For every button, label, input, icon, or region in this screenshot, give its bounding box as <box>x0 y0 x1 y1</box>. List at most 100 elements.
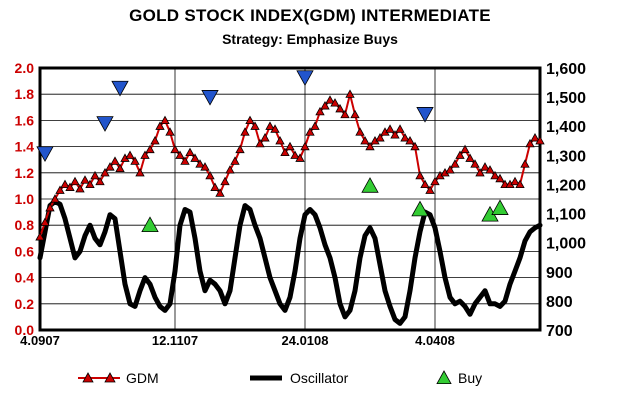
gdm-point <box>360 135 370 145</box>
gdm-point <box>250 121 260 130</box>
right-tick-label: 1,500 <box>546 90 586 107</box>
buy-marker <box>411 200 429 217</box>
gdm-point <box>65 182 75 191</box>
gdm-point <box>115 163 125 173</box>
gdm-point <box>125 150 135 159</box>
right-tick-label: 900 <box>546 265 573 282</box>
gdm-point <box>535 135 545 145</box>
gdm-point <box>515 179 525 189</box>
gdm-point <box>160 115 170 124</box>
series-layer <box>35 70 545 326</box>
sell-marker <box>416 107 434 123</box>
gdm-point <box>520 159 530 168</box>
gdm-point <box>235 144 245 154</box>
gdm-point <box>305 127 315 136</box>
left-tick-label: 1.6 <box>15 112 35 128</box>
left-tick-label: 0.4 <box>15 270 35 286</box>
sell-marker <box>111 80 129 97</box>
x-tick-label: 4.0408 <box>415 333 455 348</box>
gdm-point <box>50 194 60 203</box>
right-tick-label: 700 <box>546 323 573 340</box>
x-tick-label: 4.0907 <box>20 333 60 348</box>
gdm-point <box>165 127 175 136</box>
buy-marker <box>361 177 379 193</box>
left-tick-label: 2.0 <box>15 60 35 76</box>
left-tick-label: 0.2 <box>15 296 35 312</box>
sell-marker <box>96 116 114 132</box>
left-tick-label: 1.0 <box>15 191 35 207</box>
gdm-point <box>265 121 275 130</box>
gdm-point <box>85 179 95 189</box>
x-tick-label: 12.1107 <box>152 333 198 348</box>
gdm-point <box>315 106 325 116</box>
gdm-point <box>285 141 295 151</box>
gdm-point <box>205 170 215 180</box>
gdm-point <box>105 162 115 171</box>
left-tick-label: 1.2 <box>15 165 35 181</box>
gdm-point <box>385 124 395 133</box>
right-tick-label: 1,400 <box>546 119 586 136</box>
sell-marker <box>296 70 314 86</box>
gdm-point <box>325 95 335 104</box>
axis-layer: 0.0 0.2 0.4 0.6 0.8 1.0 1.2 1.4 1.6 1.8 2.0 700 800 9… <box>15 60 587 348</box>
right-tick-label: 1,000 <box>546 236 586 253</box>
gdm-point <box>375 133 385 142</box>
gdm-line <box>39 93 541 238</box>
gdm-point <box>225 165 235 174</box>
gdm-point <box>230 156 240 165</box>
gdm-point <box>345 89 355 98</box>
legend-layer: GDM Oscillator Buy <box>78 370 482 386</box>
gdm-point <box>400 133 410 142</box>
sell-marker <box>36 146 54 162</box>
gdm-point <box>170 144 180 154</box>
gdm-point <box>530 133 540 142</box>
gdm-point <box>390 130 400 139</box>
gdm-point <box>340 109 350 119</box>
gdm-point <box>475 167 485 177</box>
gdm-point <box>95 176 105 186</box>
gdm-point <box>290 150 300 159</box>
gdm-point <box>130 156 140 165</box>
gdm-point <box>480 162 490 171</box>
gdm-point <box>525 138 535 148</box>
gdm-point <box>405 135 415 145</box>
gdm-point <box>110 156 120 165</box>
gdm-point <box>135 167 145 177</box>
gdm-point <box>430 176 440 186</box>
gdm-point <box>460 144 470 154</box>
gdm-point <box>40 217 50 226</box>
legend-buy-label: Buy <box>458 370 482 386</box>
gdm-point <box>420 179 430 189</box>
gdm-point <box>395 124 405 133</box>
gdm-point <box>275 135 285 145</box>
left-tick-label: 1.4 <box>15 139 35 155</box>
gdm-point <box>70 176 80 186</box>
gdm-point <box>60 179 70 189</box>
gdm-point <box>80 175 90 184</box>
chart-title: GOLD STOCK INDEX(GDM) INTERMEDIATE <box>129 6 491 25</box>
sell-marker <box>201 90 219 106</box>
gdm-point <box>100 167 110 177</box>
gdm-point <box>190 153 200 162</box>
left-tick-label: 0.8 <box>15 217 35 233</box>
chart-subtitle: Strategy: Emphasize Buys <box>222 31 398 47</box>
gdm-point <box>490 170 500 180</box>
gdm-point <box>215 188 225 197</box>
right-tick-label: 1,100 <box>546 207 586 224</box>
left-tick-label: 0.0 <box>15 322 35 338</box>
gdm-point <box>90 170 100 180</box>
legend-gdm-marker <box>82 372 94 383</box>
gdm-point <box>180 156 190 165</box>
gdm-point <box>335 103 345 113</box>
gdm-point <box>260 133 270 142</box>
legend-buy-marker <box>436 370 452 385</box>
gdm-point <box>55 185 65 194</box>
left-tick-label: 0.6 <box>15 243 35 259</box>
gdm-point <box>350 109 360 119</box>
gdm-point <box>485 165 495 174</box>
gdm-point <box>415 170 425 180</box>
gdm-point <box>355 127 365 136</box>
gdm-point <box>310 121 320 130</box>
gdm-point <box>510 176 520 186</box>
